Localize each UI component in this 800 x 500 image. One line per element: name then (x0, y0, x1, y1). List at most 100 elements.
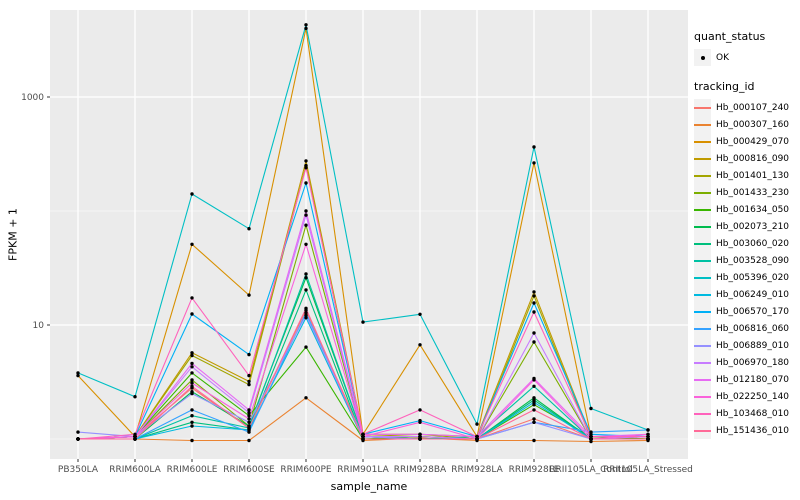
data-point (304, 313, 308, 317)
data-point (190, 381, 194, 385)
data-point (646, 437, 650, 441)
data-point (532, 403, 536, 407)
data-point (361, 320, 365, 324)
data-point (532, 294, 536, 298)
data-point (190, 420, 194, 424)
legend-label: Hb_002073_210 (716, 221, 790, 232)
data-point (190, 414, 194, 418)
legend-label: Hb_001634_050 (716, 204, 790, 215)
legend-entry-Hb_000429_070: Hb_000429_070 (694, 133, 800, 150)
data-point (304, 223, 308, 227)
legend-entry-Hb_003528_090: Hb_003528_090 (694, 252, 800, 269)
swatch-line (694, 327, 711, 330)
legend-label: Hb_000107_240 (716, 102, 790, 113)
legend-line-swatch-icon (694, 337, 711, 354)
data-point (304, 272, 308, 276)
data-point (532, 145, 536, 149)
swatch-line (694, 106, 711, 109)
data-point (304, 306, 308, 310)
data-point (76, 430, 80, 434)
data-point (76, 371, 80, 375)
data-point (133, 395, 137, 399)
legend-line-swatch-icon (694, 184, 711, 201)
x-tick-label: RRIM600LE (167, 465, 218, 475)
data-point (304, 345, 308, 349)
data-point (247, 408, 251, 412)
data-point (532, 438, 536, 443)
legend-entry-Hb_022250_140: Hb_022250_140 (694, 388, 800, 405)
data-point (589, 406, 593, 411)
y-tick-label: 10 (33, 321, 45, 331)
data-point (304, 209, 308, 213)
data-point (247, 293, 251, 297)
legend-label: Hb_001401_130 (716, 170, 790, 181)
legend-entry-quant-ok: OK (694, 49, 800, 66)
data-point (247, 227, 251, 231)
legend-line-swatch-icon (694, 133, 711, 150)
data-point (190, 438, 194, 443)
x-tick-label: RRIM928BA (394, 465, 447, 475)
data-point (361, 437, 365, 441)
legend-line-swatch-icon (694, 252, 711, 269)
legend-line-swatch-icon (694, 218, 711, 235)
swatch-line (694, 174, 711, 177)
data-point (532, 408, 536, 412)
x-axis-title: sample_name (330, 480, 408, 493)
data-point (190, 242, 194, 246)
legend-label: Hb_022250_140 (716, 391, 790, 402)
data-point (589, 439, 593, 444)
legend-line-swatch-icon (694, 99, 711, 116)
legend-section-quant-status: quant_status OK (694, 30, 800, 66)
panel-background (50, 10, 688, 459)
legend-label: Hb_012180_070 (716, 374, 790, 385)
legend-line-swatch-icon (694, 422, 711, 439)
legend-label-ok: OK (716, 52, 729, 63)
data-point (247, 414, 251, 418)
swatch-line (694, 191, 711, 194)
data-point (304, 396, 308, 400)
data-point (247, 411, 251, 415)
swatch-line (694, 429, 711, 432)
x-tick-label: RRIM600PE (280, 465, 332, 475)
swatch-line (694, 276, 711, 279)
data-point (190, 365, 194, 369)
legend-entry-Hb_006249_010: Hb_006249_010 (694, 286, 800, 303)
data-point (76, 437, 80, 441)
legend-line-swatch-icon (694, 235, 711, 252)
legend-section-tracking-id: tracking_id Hb_000107_240 Hb_000307_160 Hb… (694, 80, 800, 439)
data-point (475, 422, 479, 426)
data-point (532, 417, 536, 421)
data-point (190, 351, 194, 355)
legend-line-swatch-icon (694, 303, 711, 320)
data-point (190, 312, 194, 316)
data-point (304, 316, 308, 320)
legend-label: Hb_006249_010 (716, 289, 790, 300)
data-point (304, 181, 308, 185)
legend-label: Hb_006570_170 (716, 306, 790, 317)
data-point (418, 437, 422, 441)
swatch-line (694, 361, 711, 364)
x-tick-label: RRIM901LA (337, 465, 389, 475)
legend-entry-Hb_103468_010: Hb_103468_010 (694, 405, 800, 422)
data-point (304, 288, 308, 292)
legend-line-swatch-icon (694, 371, 711, 388)
legend-entry-Hb_000307_160: Hb_000307_160 (694, 116, 800, 133)
data-point (304, 242, 308, 246)
legend-key-point-icon (694, 49, 711, 66)
legend-line-swatch-icon (694, 320, 711, 337)
swatch-line (694, 310, 711, 313)
swatch-line (694, 395, 711, 398)
legend-label: Hb_005396_020 (716, 272, 790, 283)
data-point (532, 420, 536, 424)
legend-line-swatch-icon (694, 405, 711, 422)
legend-entry-Hb_001634_050: Hb_001634_050 (694, 201, 800, 218)
data-point (247, 352, 251, 357)
swatch-line (694, 259, 711, 262)
data-point (418, 420, 422, 424)
swatch-line (694, 412, 711, 415)
data-point (190, 408, 194, 412)
legend-entry-Hb_006970_180: Hb_006970_180 (694, 354, 800, 371)
legend-line-swatch-icon (694, 388, 711, 405)
data-point (304, 276, 308, 280)
x-tick-label: RRII105LA_Control (549, 465, 632, 475)
